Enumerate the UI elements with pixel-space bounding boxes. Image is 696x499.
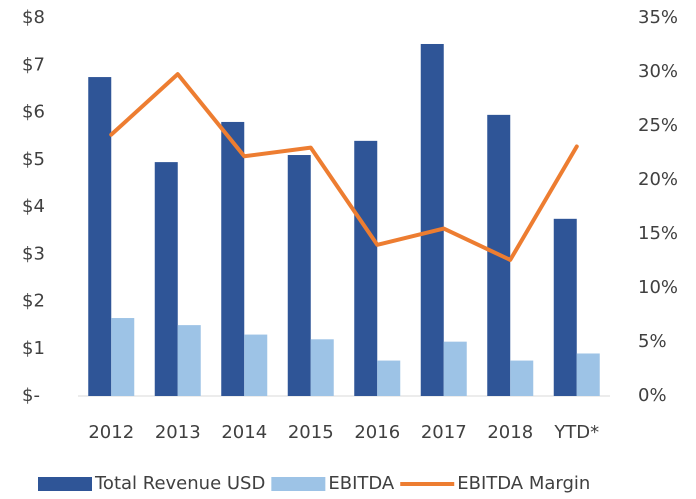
x-tick-label: YTD* — [553, 422, 599, 443]
bar — [443, 341, 467, 396]
bar — [221, 121, 245, 396]
bar — [177, 325, 201, 396]
y-tick-label: $1 — [22, 338, 45, 359]
y2-tick-label: 5% — [638, 331, 667, 352]
bar — [377, 360, 401, 396]
bar — [576, 353, 600, 396]
x-tick-label: 2016 — [354, 422, 400, 443]
y-tick-label: $5 — [22, 149, 45, 170]
legend-label: EBITDA Margin — [457, 473, 590, 494]
bar — [354, 140, 378, 396]
y2-tick-label: 0% — [638, 385, 667, 406]
y-tick-label: $7 — [22, 54, 45, 75]
bar — [510, 360, 534, 396]
legend-swatch — [271, 477, 326, 491]
legend-label: EBITDA — [328, 473, 395, 494]
y2-tick-label: 15% — [638, 223, 678, 244]
x-tick-label: 2018 — [487, 422, 533, 443]
y-tick-label: $2 — [22, 291, 45, 312]
x-tick-label: 2015 — [288, 422, 334, 443]
legend-swatch — [38, 477, 92, 491]
x-tick-label: 2014 — [221, 422, 267, 443]
bar — [310, 339, 334, 396]
x-tick-label: 2017 — [421, 422, 467, 443]
y2-tick-label: 25% — [638, 115, 678, 136]
y-tick-label: $4 — [22, 196, 45, 217]
bar — [154, 162, 178, 396]
y-tick-label: $- — [22, 385, 40, 406]
legend-label: Total Revenue USD — [94, 473, 265, 494]
y-tick-label: $6 — [22, 102, 45, 123]
x-tick-label: 2013 — [155, 422, 201, 443]
bar — [244, 334, 268, 396]
y2-tick-label: 30% — [638, 61, 678, 82]
y-tick-label: $3 — [22, 243, 45, 264]
y2-tick-label: 35% — [638, 7, 678, 28]
bar — [420, 43, 444, 397]
y2-tick-label: 10% — [638, 277, 678, 298]
y-tick-label: $8 — [22, 7, 45, 28]
bar — [553, 218, 577, 396]
bar — [111, 318, 135, 396]
x-tick-label: 2012 — [88, 422, 134, 443]
line — [109, 72, 579, 262]
bar — [287, 155, 311, 396]
y2-tick-label: 20% — [638, 169, 678, 190]
bar — [88, 77, 112, 396]
